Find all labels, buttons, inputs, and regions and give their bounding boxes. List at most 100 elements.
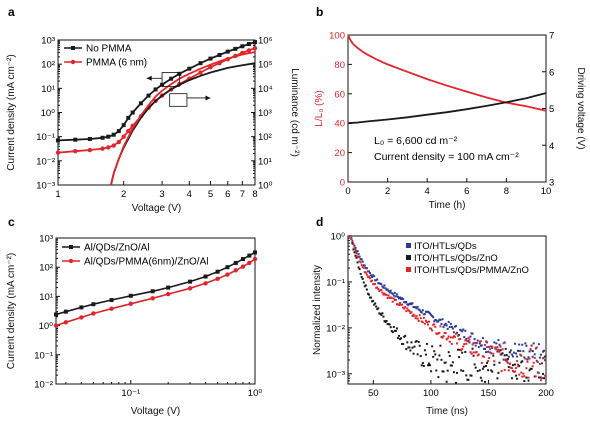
data-point (445, 324, 448, 327)
data-point (534, 347, 537, 350)
data-point (524, 357, 527, 360)
data-point (458, 356, 461, 359)
data-point (406, 303, 409, 306)
data-point (361, 260, 364, 263)
data-point (518, 365, 521, 368)
data-point (443, 361, 446, 364)
data-point (431, 315, 434, 318)
data-point (486, 361, 489, 364)
data-point (537, 343, 540, 346)
x-axis-title: Voltage (V) (132, 203, 181, 214)
data-point (351, 239, 354, 242)
data-point (434, 318, 437, 321)
data-point (350, 237, 353, 240)
data-point (353, 244, 356, 247)
data-point (380, 283, 383, 286)
data-point (520, 371, 523, 374)
data-point (450, 325, 453, 328)
y-tick-label: 10⁻³ (326, 369, 345, 380)
data-point (471, 347, 474, 350)
x-tick-label: 2 (385, 186, 390, 197)
panel-d-label: d (316, 215, 323, 229)
data-point (111, 143, 116, 148)
data-point (531, 355, 534, 358)
data-point (413, 306, 416, 309)
legend-label: No PMMA (86, 44, 132, 55)
data-point (502, 342, 505, 345)
data-point (352, 243, 355, 246)
data-point (542, 372, 545, 375)
legend-marker (406, 243, 411, 248)
data-point (525, 376, 528, 379)
data-point (392, 297, 395, 300)
data-point (128, 301, 133, 306)
data-point (496, 350, 499, 353)
data-point (540, 377, 543, 380)
data-point (507, 366, 510, 369)
data-point (436, 358, 439, 361)
data-point (496, 346, 499, 349)
x-tick-label: 200 (538, 388, 554, 399)
data-point (452, 331, 455, 334)
data-point (430, 313, 433, 316)
data-point (503, 354, 506, 357)
data-point (116, 139, 122, 145)
data-point (391, 331, 394, 334)
data-point (424, 353, 427, 356)
data-point (539, 376, 542, 379)
series-line-1 (55, 258, 256, 327)
data-point (408, 303, 411, 306)
data-point (109, 298, 114, 303)
data-point (526, 360, 529, 363)
data-point (352, 248, 355, 251)
y-tick-label: 100 (329, 31, 345, 42)
data-point (515, 352, 518, 355)
data-point (427, 364, 430, 367)
data-point (497, 339, 500, 342)
data-point (511, 369, 514, 372)
data-point (501, 348, 504, 351)
data-point (382, 293, 385, 296)
data-point (463, 336, 466, 339)
data-point (368, 277, 371, 280)
data-point (203, 281, 208, 286)
data-point (542, 357, 545, 360)
data-point (73, 137, 78, 142)
legend-marker (68, 258, 74, 264)
data-point (494, 347, 497, 350)
data-point (225, 265, 230, 270)
data-point (233, 46, 238, 51)
data-point (466, 339, 469, 342)
annotation-arrowhead (146, 75, 152, 81)
data-point (472, 342, 475, 345)
data-point (419, 355, 422, 358)
data-point (445, 380, 448, 383)
data-point (514, 370, 517, 373)
data-point (503, 341, 506, 344)
y-tick-label: 10³ (39, 234, 53, 245)
data-point (394, 299, 397, 302)
data-point (487, 350, 490, 353)
data-point (517, 365, 520, 368)
data-point (404, 301, 407, 304)
y-tick-label: 10⁻² (36, 156, 55, 167)
data-point (371, 279, 374, 282)
x-tick-label: 5 (208, 189, 213, 200)
data-point (460, 349, 463, 352)
data-point (403, 335, 406, 338)
data-point (420, 364, 423, 367)
data-point (423, 349, 426, 352)
data-point (381, 291, 384, 294)
data-point (109, 306, 114, 311)
data-point (405, 310, 408, 313)
data-point (465, 374, 468, 377)
data-point (365, 273, 368, 276)
data-point (355, 250, 358, 253)
data-point (515, 367, 518, 370)
data-point (79, 305, 84, 310)
data-point (532, 361, 535, 364)
data-point (393, 299, 396, 302)
data-point (450, 342, 453, 345)
annotation-box (169, 93, 188, 107)
data-point (507, 369, 510, 372)
